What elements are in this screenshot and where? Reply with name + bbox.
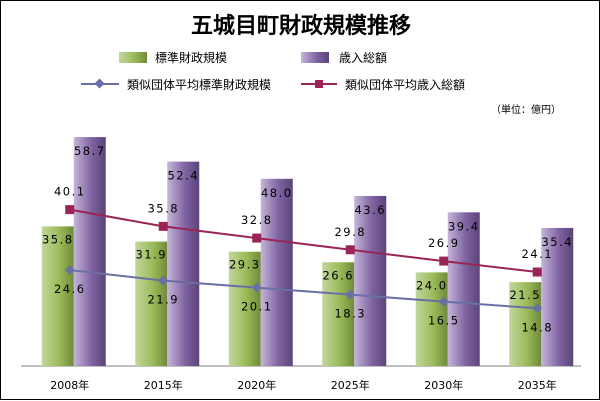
line-similar-revenue bbox=[69, 208, 538, 274]
legend: 標準財政規模 歳入総額 類似団体平均標準財政規模 類似団体平均歳入総額 bbox=[81, 50, 465, 92]
point-similar-standard bbox=[345, 289, 356, 300]
x-tick-labels: 2008年 2015年 2020年 2025年 2030年 2035年 bbox=[50, 378, 557, 392]
bar-revenue bbox=[541, 227, 574, 366]
point-similar-revenue bbox=[439, 256, 449, 266]
data-label-standard-scale: 29.3 bbox=[229, 258, 261, 272]
point-similar-revenue bbox=[65, 205, 75, 215]
data-label-similar-standard: 18.3 bbox=[334, 307, 366, 321]
legend-swatch-standard-scale bbox=[119, 52, 147, 63]
bar-standard-scale bbox=[509, 282, 542, 366]
x-tick-label: 2008年 bbox=[50, 378, 89, 392]
bar-standard-scale bbox=[135, 241, 168, 366]
point-similar-revenue bbox=[345, 245, 355, 255]
data-label-similar-standard: 14.8 bbox=[521, 320, 553, 334]
legend-item-revenue: 歳入総額 bbox=[301, 51, 387, 65]
data-label-similar-revenue: 35.8 bbox=[147, 201, 179, 215]
bar-standard-scale bbox=[322, 262, 355, 366]
unit-label: （単位：億円） bbox=[491, 103, 561, 116]
data-label-similar-revenue: 29.8 bbox=[334, 225, 366, 239]
legend-label-standard-scale: 標準財政規模 bbox=[155, 50, 227, 65]
bar-revenue bbox=[73, 137, 106, 366]
x-tick-label: 2025年 bbox=[331, 378, 370, 392]
legend-marker-similar-standard bbox=[94, 78, 105, 89]
legend-item-standard-scale: 標準財政規模 bbox=[119, 50, 227, 65]
data-label-similar-revenue: 40.1 bbox=[54, 185, 86, 199]
chart-title: 五城目町財政規模推移 bbox=[191, 13, 411, 39]
data-label-revenue: 48.0 bbox=[261, 186, 293, 200]
x-tick-label: 2020年 bbox=[237, 378, 276, 392]
legend-marker-similar-revenue bbox=[315, 80, 323, 88]
data-label-standard-scale: 24.0 bbox=[416, 278, 448, 292]
data-label-standard-scale: 31.9 bbox=[135, 248, 167, 262]
point-similar-standard bbox=[251, 282, 262, 293]
data-label-revenue: 52.4 bbox=[167, 169, 199, 183]
x-tick-label: 2035年 bbox=[518, 378, 557, 392]
bar-revenue bbox=[260, 178, 293, 366]
point-similar-standard bbox=[438, 296, 449, 307]
bar-revenue bbox=[167, 161, 200, 366]
data-label-similar-standard: 16.5 bbox=[428, 314, 460, 328]
lines-layer bbox=[64, 205, 543, 314]
data-labels-layer: 35.8 58.7 40.1 24.6 31.9 52.4 35.8 21.9 29.3 48.0… bbox=[42, 144, 573, 334]
data-label-similar-standard: 21.9 bbox=[147, 293, 179, 307]
point-similar-revenue bbox=[252, 233, 262, 243]
data-label-standard-scale: 26.6 bbox=[322, 268, 354, 282]
point-similar-standard bbox=[532, 303, 543, 314]
point-similar-revenue bbox=[158, 221, 168, 231]
legend-item-similar-revenue: 類似団体平均歳入総額 bbox=[301, 78, 465, 92]
point-similar-standard bbox=[158, 275, 169, 286]
line-similar-standard bbox=[69, 269, 538, 310]
data-label-standard-scale: 35.8 bbox=[42, 232, 74, 246]
data-label-similar-revenue: 26.9 bbox=[428, 236, 460, 250]
bar-standard-scale bbox=[415, 272, 448, 366]
data-label-revenue: 43.6 bbox=[354, 203, 386, 217]
data-label-similar-standard: 20.1 bbox=[241, 300, 273, 314]
bar-revenue bbox=[354, 195, 387, 366]
data-label-similar-revenue: 32.8 bbox=[241, 213, 273, 227]
data-label-similar-revenue: 24.1 bbox=[521, 247, 553, 261]
x-tick-label: 2015年 bbox=[144, 378, 183, 392]
legend-swatch-revenue bbox=[301, 52, 329, 63]
data-label-revenue: 58.7 bbox=[74, 144, 106, 158]
bar-revenue bbox=[447, 212, 480, 366]
legend-item-similar-standard: 類似団体平均標準財政規模 bbox=[81, 77, 271, 92]
data-label-standard-scale: 21.5 bbox=[509, 288, 541, 302]
bar-standard-scale bbox=[228, 251, 261, 366]
point-similar-revenue bbox=[532, 267, 542, 277]
legend-label-revenue: 歳入総額 bbox=[339, 51, 387, 65]
bar-standard-scale bbox=[41, 226, 74, 366]
data-label-revenue: 39.4 bbox=[448, 219, 480, 233]
data-label-revenue: 35.4 bbox=[541, 235, 573, 249]
legend-label-similar-standard: 類似団体平均標準財政規模 bbox=[127, 77, 271, 92]
data-label-similar-standard: 24.6 bbox=[54, 282, 86, 296]
bars-layer bbox=[41, 137, 574, 366]
x-tick-label: 2030年 bbox=[424, 378, 463, 392]
legend-label-similar-revenue: 類似団体平均歳入総額 bbox=[345, 78, 465, 92]
